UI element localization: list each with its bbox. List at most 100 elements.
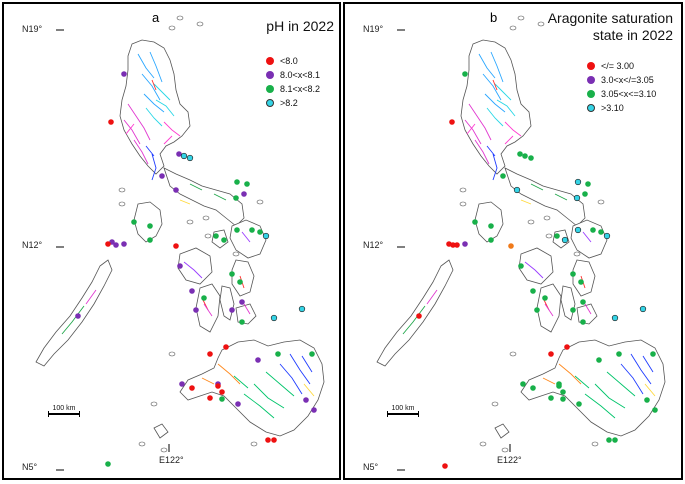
scale-bar: 100 km	[48, 405, 80, 417]
station-marker	[556, 383, 562, 389]
station-marker	[488, 223, 494, 229]
legend-label: 8.1<x<8.2	[280, 84, 321, 94]
legend-item: >3.10	[587, 101, 656, 115]
latitude-label-mid: N12°	[22, 240, 43, 250]
station-marker	[454, 242, 460, 248]
station-marker	[603, 232, 611, 240]
station-marker	[235, 401, 241, 407]
station-marker	[513, 186, 521, 194]
map-legend: <8.0 8.0<x<8.1 8.1<x<8.2 >8.2	[266, 54, 320, 110]
station-marker	[147, 237, 153, 243]
legend-dot-cyan	[587, 104, 595, 112]
station-marker	[311, 407, 317, 413]
station-marker	[542, 295, 548, 301]
islet	[597, 199, 605, 205]
river-segment	[61, 183, 227, 335]
islet	[591, 441, 599, 447]
station-marker	[176, 151, 182, 157]
station-marker	[580, 299, 586, 305]
islet	[160, 447, 168, 453]
station-marker	[233, 195, 239, 201]
station-marker	[255, 357, 261, 363]
station-marker	[105, 461, 111, 467]
station-marker	[517, 151, 523, 157]
river-segment	[542, 363, 582, 385]
river-segment	[123, 103, 151, 165]
river-segment	[464, 103, 492, 165]
station-marker	[189, 385, 195, 391]
bohol-island	[576, 303, 598, 325]
map-legend: </= 3.00 3.0<x</=3.05 3.05<x<=3.10 >3.10	[587, 59, 656, 115]
station-marker	[611, 314, 619, 322]
station-marker	[570, 307, 576, 313]
station-marker	[570, 271, 576, 277]
scale-label: 100 km	[52, 405, 76, 412]
longitude-label: E122°	[497, 455, 522, 465]
islet	[543, 215, 551, 221]
station-marker	[644, 397, 650, 403]
station-marker	[612, 437, 618, 443]
scale-label: 100 km	[391, 405, 415, 412]
river-segment	[466, 121, 522, 145]
scale-bar-line	[387, 411, 419, 417]
station-marker	[131, 219, 137, 225]
sulu-islands	[153, 423, 169, 439]
station-marker	[249, 227, 255, 233]
islet	[196, 21, 204, 27]
cebu-island	[219, 285, 235, 321]
station-marker	[530, 385, 536, 391]
river-segment	[478, 51, 506, 113]
map-panel-aragonite: b Aragonite saturation state in 2022 </=…	[343, 2, 683, 480]
legend-item: 8.1<x<8.2	[266, 82, 320, 96]
bicol-peninsula	[504, 167, 586, 227]
station-marker	[244, 181, 250, 187]
legend-label: 3.0<x</=3.05	[601, 75, 654, 85]
islet	[168, 25, 176, 31]
negros-island	[195, 283, 221, 333]
sampling-stations	[75, 71, 317, 467]
legend-dot-purple	[587, 76, 595, 84]
station-marker	[265, 437, 271, 443]
islet	[527, 219, 535, 225]
legend-dot-green	[587, 90, 595, 98]
leyte-island	[572, 259, 596, 297]
islet	[232, 251, 240, 257]
station-marker	[234, 227, 240, 233]
station-marker	[219, 396, 225, 402]
islet	[250, 441, 258, 447]
station-marker	[177, 263, 183, 269]
station-marker	[578, 279, 584, 285]
mindoro-island	[133, 201, 163, 243]
sampling-stations	[416, 71, 658, 469]
islet	[509, 25, 517, 31]
station-marker	[472, 219, 478, 225]
legend-label: >8.2	[280, 98, 298, 108]
station-marker	[219, 389, 225, 395]
station-marker	[616, 351, 622, 357]
scale-bar: 100 km	[387, 405, 419, 417]
legend-label: </= 3.00	[601, 61, 635, 71]
philippines-map-aragonite	[376, 15, 666, 471]
legend-dot-purple	[266, 71, 274, 79]
negros-island	[536, 283, 562, 333]
sulu-islands	[494, 423, 510, 439]
station-marker	[488, 237, 494, 243]
legend-dot-green	[266, 85, 274, 93]
station-marker	[241, 191, 247, 197]
river-segment	[574, 371, 636, 419]
map-title: Aragonite saturation state in 2022	[523, 10, 673, 44]
bicol-peninsula	[163, 167, 245, 227]
panay-island	[518, 247, 554, 285]
legend-dot-red	[266, 57, 274, 65]
river-segment	[233, 371, 295, 419]
station-marker	[450, 242, 456, 248]
cebu-island	[560, 285, 576, 321]
river-segment	[279, 353, 313, 395]
station-marker	[574, 178, 582, 186]
mindoro-island	[474, 201, 504, 243]
station-marker	[223, 344, 229, 350]
station-marker	[561, 236, 569, 244]
station-marker	[530, 288, 536, 294]
river-segment	[145, 145, 157, 181]
station-marker	[518, 263, 524, 269]
